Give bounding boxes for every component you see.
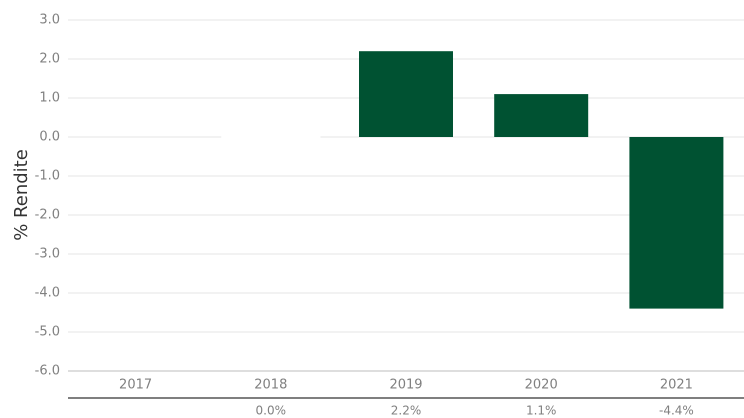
y-tick-label: 3.0 [39,13,60,28]
value-labels-row: 0.0% 2.2% 1.1% -4.4% [256,404,694,418]
y-tick-label: -2.0 [35,208,60,223]
y-tick-label: -4.0 [35,286,60,301]
y-tick-label: 2.0 [39,52,60,67]
x-category-label: 2017 [119,378,152,393]
x-category-label: 2020 [525,378,558,393]
value-label: 0.0% [256,404,287,418]
value-label: 2.2% [391,404,422,418]
value-label: 1.1% [526,404,557,418]
bar-2019 [359,51,453,138]
x-category-label: 2021 [660,378,693,393]
y-tick-label: -6.0 [35,364,60,379]
y-tick-label: -5.0 [35,325,60,340]
bar-2020 [494,94,589,137]
x-category-labels: 2017 2018 2019 2020 2021 [119,378,693,393]
y-tick-label: -1.0 [35,169,60,184]
y-tick-label: 0.0 [39,130,60,145]
bar-2021 [629,137,724,309]
y-axis-title: % Rendite [11,149,32,241]
y-tick-label: 1.0 [39,91,60,106]
y-tick-label: -3.0 [35,247,60,262]
value-label: -4.4% [659,404,694,418]
x-category-label: 2019 [389,378,422,393]
y-tick-labels: 3.0 2.0 1.0 0.0 -1.0 -2.0 -3.0 -4.0 -5.0 -6.0 [35,13,60,379]
x-category-label: 2018 [254,378,287,393]
bars [359,51,724,309]
